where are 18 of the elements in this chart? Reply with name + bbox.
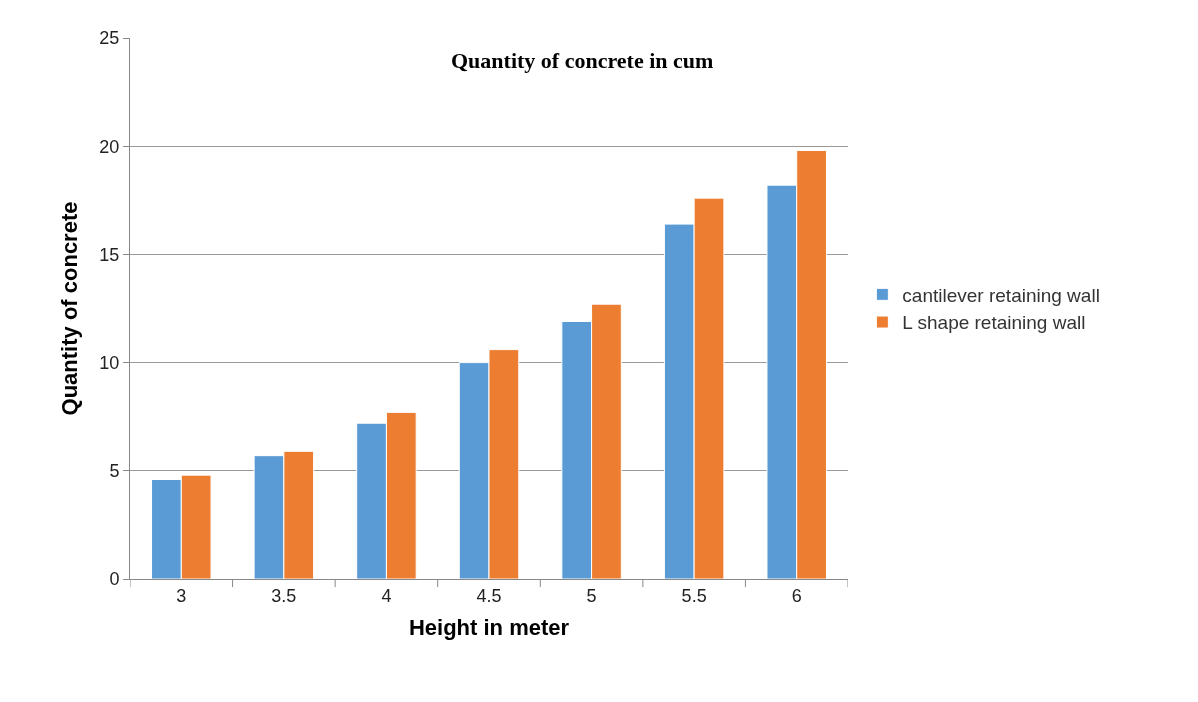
- legend-label: cantilever retaining wall: [902, 284, 1100, 306]
- x-axis-title: Height in meter: [408, 615, 570, 641]
- x-tick-label: 4: [381, 585, 392, 606]
- y-tick-label: 15: [99, 244, 120, 265]
- y-tick-label: 20: [99, 136, 120, 157]
- x-tick-label: 4.5: [476, 585, 502, 606]
- x-tick-label: 5.5: [681, 585, 707, 606]
- y-axis-title: Quantity of concrete: [57, 201, 83, 416]
- x-tick-label: 3.5: [271, 585, 297, 606]
- y-tick-label: 10: [99, 352, 120, 373]
- x-tick-label: 5: [586, 585, 597, 606]
- y-tick-label: 25: [99, 28, 120, 49]
- legend-label: L shape retaining wall: [902, 312, 1086, 334]
- y-tick-label: 0: [109, 569, 120, 590]
- text: Quantity of concrete in cum: [451, 48, 714, 73]
- x-tick-label: 3: [176, 585, 187, 606]
- x-tick-label: 6: [791, 585, 802, 606]
- y-tick-label: 5: [109, 461, 120, 482]
